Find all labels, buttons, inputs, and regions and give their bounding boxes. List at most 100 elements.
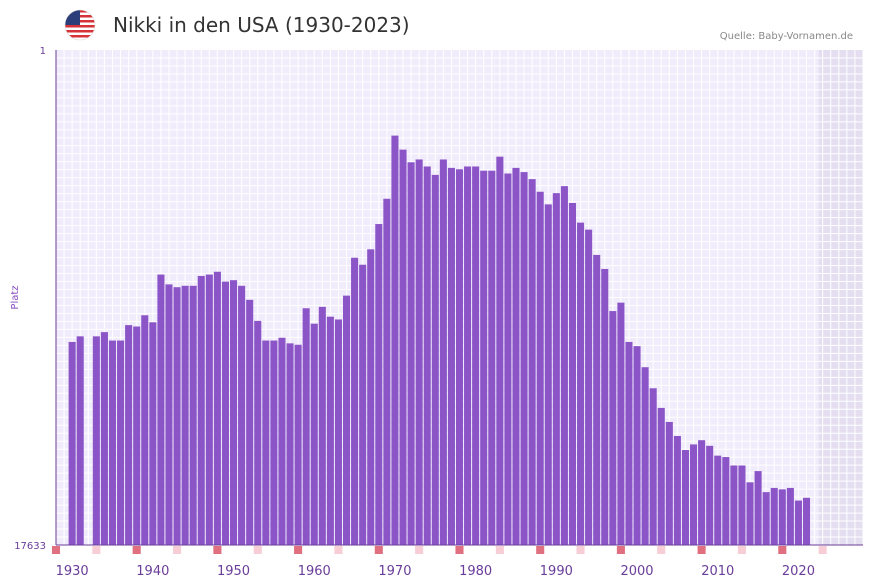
bar xyxy=(302,308,310,545)
chart-title: Nikki in den USA (1930-2023) xyxy=(113,13,410,37)
bar xyxy=(698,440,706,545)
bar xyxy=(480,170,488,545)
bar xyxy=(496,156,504,545)
bar xyxy=(552,193,560,545)
bar xyxy=(641,367,649,545)
bar xyxy=(100,332,108,545)
x-tick-label: 1930 xyxy=(56,564,89,579)
bar xyxy=(722,457,730,545)
bar xyxy=(778,489,786,545)
bar xyxy=(770,487,778,545)
bar xyxy=(342,295,351,545)
source-credit: Quelle: Baby-Vornamen.de xyxy=(719,31,853,42)
bar xyxy=(464,166,472,545)
bar xyxy=(609,311,617,545)
bar xyxy=(520,172,528,546)
bar xyxy=(246,299,254,545)
bar xyxy=(326,316,334,545)
x-tick-label: 1970 xyxy=(378,564,411,579)
bar xyxy=(423,166,431,545)
bar xyxy=(108,340,117,545)
bar xyxy=(278,337,286,545)
bar xyxy=(351,257,359,545)
bar xyxy=(706,445,714,545)
bar xyxy=(117,340,125,545)
decade-marker xyxy=(778,546,787,554)
bar xyxy=(560,186,568,545)
bar xyxy=(197,275,205,545)
bar xyxy=(673,435,681,545)
bar xyxy=(133,326,141,545)
bar xyxy=(375,224,383,545)
bar xyxy=(431,174,439,545)
bar xyxy=(439,159,447,545)
half-decade-marker xyxy=(495,546,504,554)
bar xyxy=(746,482,754,545)
bar xyxy=(455,169,464,545)
half-decade-marker xyxy=(334,546,343,554)
bar xyxy=(657,407,665,545)
bar xyxy=(173,287,181,545)
bar xyxy=(157,274,165,545)
bar xyxy=(238,285,246,545)
bar xyxy=(141,315,149,545)
bar xyxy=(76,336,84,545)
bar xyxy=(601,268,609,545)
bar xyxy=(786,487,794,545)
x-tick-label: 2010 xyxy=(701,564,734,579)
bar xyxy=(310,323,318,545)
bar xyxy=(391,135,399,546)
half-decade-marker xyxy=(173,546,182,554)
bar xyxy=(125,325,133,545)
decade-marker xyxy=(213,546,222,554)
y-tick-label: 17633 xyxy=(14,541,46,552)
bar xyxy=(205,274,213,545)
decade-marker xyxy=(51,546,61,554)
y-axis-title: Platz xyxy=(10,285,21,309)
bar xyxy=(585,229,593,545)
bar xyxy=(681,450,689,545)
decade-marker xyxy=(536,546,545,554)
decade-marker xyxy=(132,546,141,554)
x-tick-label: 1990 xyxy=(540,564,573,579)
bar xyxy=(512,167,520,545)
bar xyxy=(359,264,367,545)
bar xyxy=(625,341,633,545)
bar xyxy=(230,280,238,545)
bar xyxy=(181,285,189,545)
bar xyxy=(318,306,326,545)
decade-marker xyxy=(455,546,464,554)
us-flag-icon xyxy=(64,9,96,41)
half-decade-marker xyxy=(818,546,827,554)
bar xyxy=(472,166,480,545)
bar xyxy=(536,191,544,545)
bar xyxy=(577,222,585,545)
bar xyxy=(593,254,601,545)
bar xyxy=(568,202,577,546)
bar xyxy=(689,444,698,545)
x-tick-label: 2020 xyxy=(782,564,815,579)
bar xyxy=(334,319,342,545)
bar xyxy=(254,320,262,545)
bar xyxy=(165,284,173,545)
bar xyxy=(415,159,423,545)
bar xyxy=(649,388,657,545)
decade-marker xyxy=(697,546,706,554)
x-tick-label: 1960 xyxy=(298,564,331,579)
bar xyxy=(633,346,641,545)
bar xyxy=(189,285,197,545)
bar xyxy=(738,465,746,545)
half-decade-marker xyxy=(576,546,585,554)
bar xyxy=(730,465,738,545)
x-tick-label: 1950 xyxy=(217,564,250,579)
bar xyxy=(92,336,100,545)
bar xyxy=(665,421,673,545)
bar xyxy=(762,492,770,545)
x-tick-label: 1940 xyxy=(136,564,169,579)
bar xyxy=(447,167,455,545)
half-decade-marker xyxy=(92,546,101,554)
bar xyxy=(488,170,496,545)
bar xyxy=(802,497,811,545)
half-decade-marker xyxy=(253,546,262,554)
half-decade-marker xyxy=(657,546,666,554)
